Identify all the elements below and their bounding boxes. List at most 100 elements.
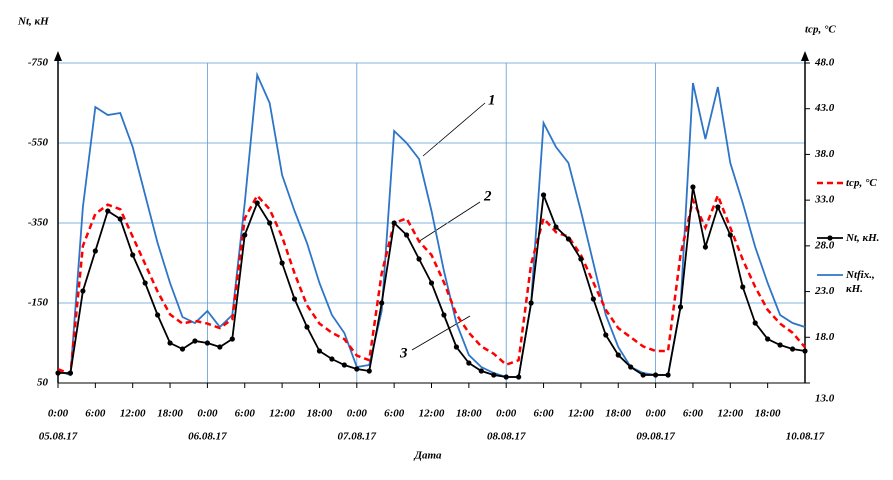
x-tick-label: 18:00 <box>605 408 631 420</box>
series-marker <box>391 220 397 226</box>
series-marker <box>653 372 659 378</box>
x-tick-label: 12:00 <box>419 408 445 420</box>
date-label: 07.08.17 <box>338 431 377 443</box>
series-line <box>57 71 806 378</box>
series-marker <box>304 324 310 330</box>
series-marker <box>715 204 721 210</box>
x-tick-label: 12:00 <box>120 408 146 420</box>
y2-tick-label: 33.0 <box>814 194 835 206</box>
series-marker <box>130 252 136 258</box>
y2-tick-label: 28.0 <box>814 239 835 251</box>
series-marker <box>789 346 796 352</box>
series-marker <box>179 346 186 352</box>
annotation: 2 <box>483 188 492 204</box>
y2-tick-label: 18.0 <box>815 331 835 343</box>
series-marker <box>67 370 74 376</box>
x-tick-label: 18:00 <box>307 408 333 420</box>
series-marker <box>615 352 621 358</box>
x-axis-title: Дата <box>413 450 442 462</box>
series-marker <box>92 248 98 254</box>
x-tick-label: 18:00 <box>755 408 781 420</box>
series-marker <box>540 192 547 198</box>
series-marker <box>690 184 696 190</box>
series-marker <box>217 344 223 350</box>
x-tick-label: 0:00 <box>496 408 517 420</box>
series-marker <box>603 332 609 338</box>
x-tick-label: 12:00 <box>269 408 295 420</box>
series-line <box>57 192 806 376</box>
series-marker <box>777 342 783 348</box>
series-marker <box>316 348 323 354</box>
y-tick-label: -750 <box>28 57 49 69</box>
x-tick-label: 12:00 <box>717 408 743 420</box>
x-tick-label: 12:00 <box>568 408 594 420</box>
leader-line <box>422 102 486 157</box>
series-marker <box>117 216 123 222</box>
series-marker <box>242 232 248 238</box>
series-marker <box>752 320 758 326</box>
y-tick-label: -550 <box>28 137 49 149</box>
series-marker <box>640 372 646 378</box>
x-tick-label: 6:00 <box>384 408 405 420</box>
legend-label: tcp, °C <box>846 177 877 189</box>
series-marker <box>379 300 385 306</box>
series-marker <box>366 368 372 374</box>
series-marker <box>155 312 161 318</box>
series-marker <box>279 260 285 266</box>
y2-axis-title: tcp, °C <box>805 24 836 36</box>
series-marker <box>55 370 61 376</box>
x-tick-label: 6:00 <box>235 408 256 420</box>
series-marker <box>204 340 210 346</box>
series-marker <box>727 232 733 238</box>
series-marker <box>503 374 509 380</box>
series-marker <box>578 256 584 262</box>
series-marker <box>354 366 360 372</box>
legend-label: Ntfix., кН. <box>846 269 875 295</box>
series-marker <box>416 256 422 262</box>
series-marker <box>341 362 347 368</box>
series-marker <box>765 336 771 342</box>
x-tick-label: 0:00 <box>646 408 667 420</box>
legend-label: Nt, кН. <box>846 232 880 244</box>
y2-tick-label: 38.0 <box>814 148 835 160</box>
date-label: 10.08.17 <box>786 431 825 443</box>
y2-axis-arrow <box>801 51 809 61</box>
series-marker <box>428 280 435 286</box>
annotation: 1 <box>488 92 496 108</box>
series-marker <box>677 304 684 310</box>
series-marker <box>516 374 522 380</box>
y2-tick-label: 23.0 <box>814 285 835 297</box>
y-tick-label: -350 <box>28 217 49 229</box>
series-marker <box>404 232 410 238</box>
x-tick-label: 0:00 <box>347 408 368 420</box>
y2-tick-label: 48.0 <box>814 57 835 69</box>
series-marker <box>590 296 596 302</box>
y-axis-title: Nt, кН <box>17 16 49 28</box>
x-tick-label: 6:00 <box>85 408 106 420</box>
series-marker <box>491 372 497 378</box>
date-label: 05.08.17 <box>39 431 78 443</box>
series-marker <box>453 344 459 350</box>
date-label: 08.08.17 <box>487 431 526 443</box>
series-marker <box>628 364 634 370</box>
series-marker <box>267 220 273 226</box>
x-tick-label: 18:00 <box>456 408 482 420</box>
series-marker <box>740 284 746 290</box>
series-marker <box>142 280 148 286</box>
series-marker <box>665 372 671 378</box>
y-tick-label: -150 <box>28 297 49 309</box>
series-marker <box>192 338 198 344</box>
legend-marker <box>827 235 833 241</box>
x-tick-label: 0:00 <box>48 408 69 420</box>
series-marker <box>441 312 447 318</box>
date-label: 06.08.17 <box>188 431 227 443</box>
series-marker <box>802 348 808 354</box>
series-marker <box>466 360 472 366</box>
series-marker <box>329 356 335 362</box>
series-marker <box>553 224 559 230</box>
series-marker <box>291 296 298 302</box>
series-marker <box>702 244 709 250</box>
series-marker <box>565 236 572 242</box>
